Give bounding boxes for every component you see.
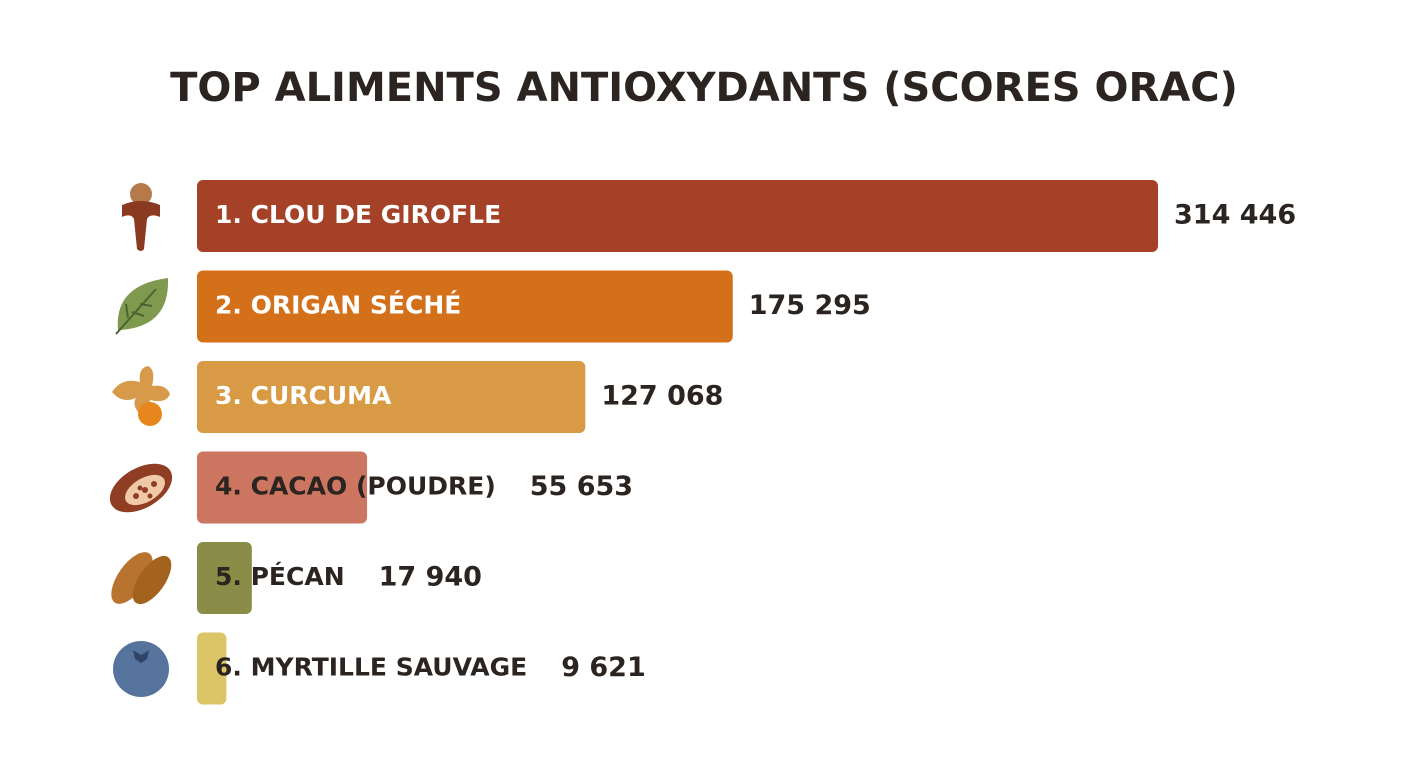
category-label: 4. CACAO (POUDRE) (215, 472, 496, 501)
value-label: 127 068 (601, 381, 723, 412)
value-label: 55 653 (530, 471, 633, 502)
value-label: 175 295 (749, 290, 871, 321)
blueberry-icon (113, 641, 169, 697)
category-label: 3. CURCUMA (215, 381, 392, 410)
value-label: 17 940 (379, 562, 482, 593)
turmeric-icon (112, 366, 170, 426)
value-label: 314 446 (1174, 200, 1296, 231)
category-label: 1. CLOU DE GIROFLE (215, 200, 501, 229)
chart-title: TOP ALIMENTS ANTIOXYDANTS (SCORES ORAC) (170, 65, 1238, 111)
bar (197, 270, 733, 343)
category-label: 6. MYRTILLE SAUVAGE (215, 653, 527, 682)
bar (197, 180, 1158, 252)
bar (197, 542, 252, 614)
category-label: 2. ORIGAN SÉCHÉ (215, 291, 461, 320)
clove-icon (122, 183, 160, 251)
value-label: 9 621 (561, 652, 646, 683)
leaf-icon (115, 278, 169, 335)
cacao-icon (109, 463, 173, 513)
icons (109, 183, 173, 697)
pecan-icon (111, 552, 172, 605)
bar (197, 451, 368, 524)
bar (197, 361, 586, 433)
bar (197, 632, 227, 705)
category-label: 5. PÉCAN (215, 562, 345, 591)
